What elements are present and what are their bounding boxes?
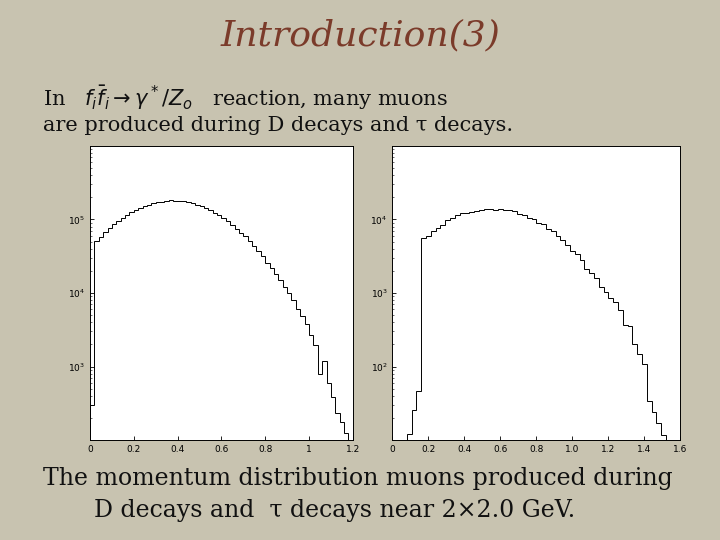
Text: In   $f_i \bar{f}_i \rightarrow \gamma^* / Z_o$   reaction, many muons: In $f_i \bar{f}_i \rightarrow \gamma^* /… xyxy=(43,84,448,112)
Text: Introduction(3): Introduction(3) xyxy=(220,19,500,53)
Text: D decays and  τ decays near 2×2.0 GeV.: D decays and τ decays near 2×2.0 GeV. xyxy=(94,500,575,523)
Text: The momentum distribution muons produced during: The momentum distribution muons produced… xyxy=(43,467,673,490)
Text: are produced during D decays and τ decays.: are produced during D decays and τ decay… xyxy=(43,116,513,135)
